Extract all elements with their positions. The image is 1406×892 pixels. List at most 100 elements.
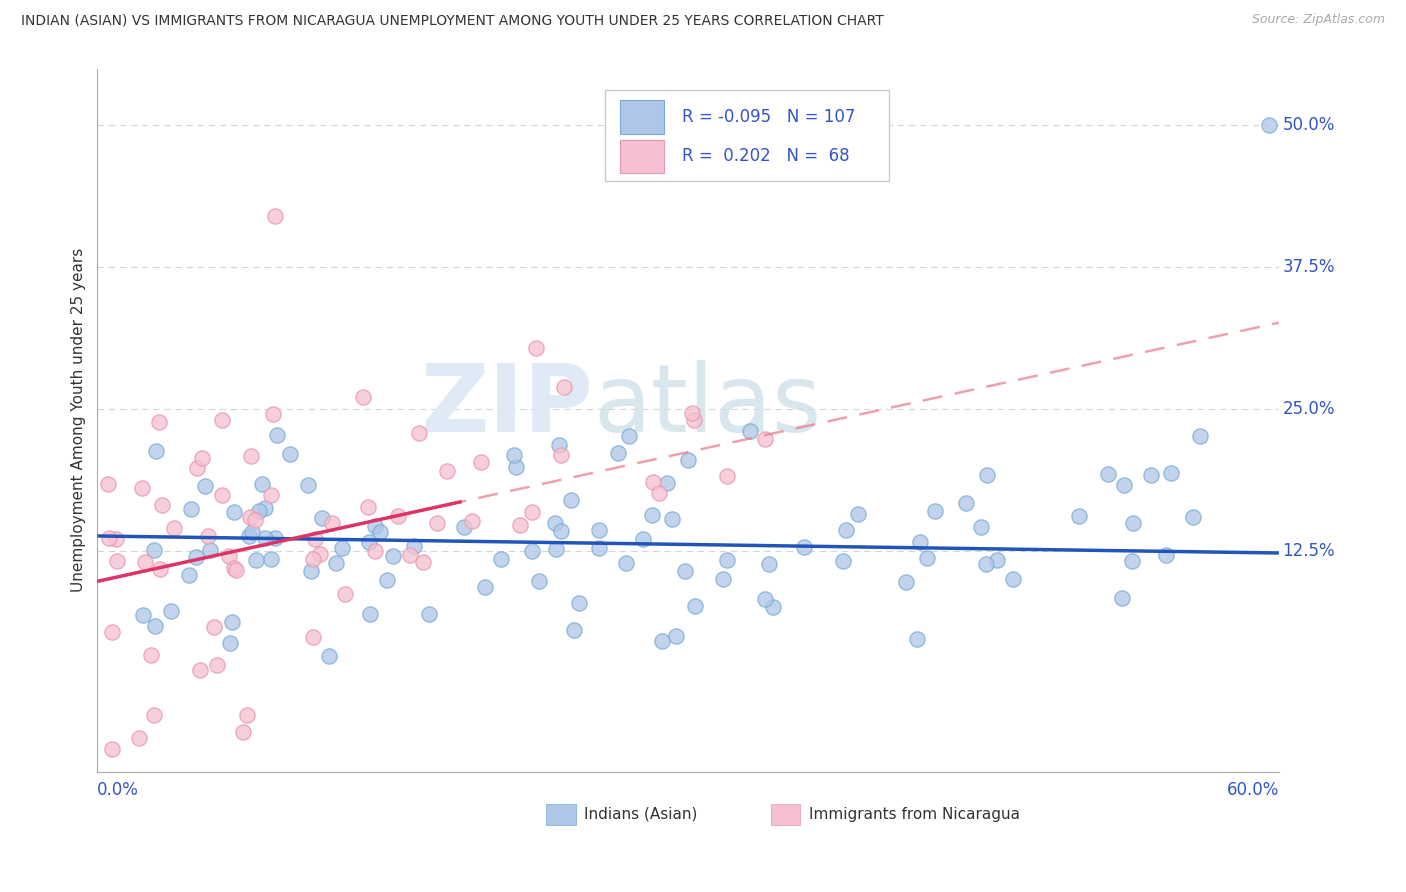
Point xyxy=(1189,429,1212,443)
Point xyxy=(607,446,630,460)
Point xyxy=(128,731,150,745)
Point xyxy=(200,543,222,558)
Point xyxy=(375,574,398,588)
Point xyxy=(225,563,247,577)
Point xyxy=(194,478,217,492)
Bar xyxy=(547,804,576,825)
Point xyxy=(970,520,993,534)
Point xyxy=(685,599,707,613)
Point xyxy=(211,413,233,427)
Point xyxy=(1112,477,1135,491)
Point xyxy=(263,532,285,546)
Bar xyxy=(620,139,665,173)
Point xyxy=(364,544,387,558)
Point xyxy=(143,619,166,633)
Point xyxy=(263,209,285,223)
Point xyxy=(186,460,208,475)
Point xyxy=(835,523,858,537)
Bar xyxy=(770,804,800,825)
Point xyxy=(280,448,302,462)
Point xyxy=(1121,554,1143,568)
Text: 60.0%: 60.0% xyxy=(1226,781,1279,799)
Point xyxy=(738,424,761,438)
Point xyxy=(896,574,918,589)
Point xyxy=(614,556,637,570)
Point xyxy=(758,558,780,572)
Point xyxy=(221,615,243,630)
Point xyxy=(309,547,332,561)
Point xyxy=(252,476,274,491)
Point xyxy=(242,524,264,539)
Point xyxy=(546,542,568,557)
Point xyxy=(359,607,381,621)
Point xyxy=(1097,467,1119,481)
FancyBboxPatch shape xyxy=(606,89,889,181)
Point xyxy=(179,568,201,582)
Point xyxy=(399,548,422,562)
Point xyxy=(648,486,671,500)
Point xyxy=(207,658,229,673)
Point xyxy=(453,520,475,534)
Point xyxy=(297,478,319,492)
Point xyxy=(211,488,233,502)
Point xyxy=(219,636,242,650)
Point xyxy=(520,505,543,519)
Point xyxy=(134,555,156,569)
Point xyxy=(150,498,173,512)
Point xyxy=(1182,510,1205,524)
Point xyxy=(588,541,610,555)
Point xyxy=(236,708,259,723)
Text: 25.0%: 25.0% xyxy=(1282,400,1334,417)
Y-axis label: Unemployment Among Youth under 25 years: Unemployment Among Youth under 25 years xyxy=(72,248,86,592)
Point xyxy=(357,500,380,515)
Point xyxy=(163,521,186,535)
Point xyxy=(149,562,172,576)
Point xyxy=(239,449,262,463)
Point xyxy=(568,596,591,610)
Point xyxy=(716,553,738,567)
Text: Immigrants from Nicaragua: Immigrants from Nicaragua xyxy=(808,806,1019,822)
Bar xyxy=(620,100,665,134)
Point xyxy=(418,607,440,621)
Point xyxy=(491,551,513,566)
Point xyxy=(184,550,207,565)
Point xyxy=(180,502,202,516)
Point xyxy=(910,535,932,549)
Point xyxy=(509,517,531,532)
Point xyxy=(101,742,124,756)
Point xyxy=(924,503,946,517)
Point xyxy=(387,508,409,523)
Point xyxy=(553,380,575,394)
Text: Indians (Asian): Indians (Asian) xyxy=(583,806,697,822)
Point xyxy=(302,630,325,644)
Point xyxy=(352,390,374,404)
Point xyxy=(262,407,284,421)
Point xyxy=(544,516,567,530)
Point xyxy=(311,511,333,525)
Text: INDIAN (ASIAN) VS IMMIGRANTS FROM NICARAGUA UNEMPLOYMENT AMONG YOUTH UNDER 25 YE: INDIAN (ASIAN) VS IMMIGRANTS FROM NICARA… xyxy=(21,13,884,28)
Point xyxy=(474,580,496,594)
Point xyxy=(560,492,582,507)
Point xyxy=(651,634,673,648)
Point xyxy=(461,514,484,528)
Point xyxy=(505,460,527,475)
Point xyxy=(1111,591,1133,605)
Point xyxy=(426,516,449,530)
Point xyxy=(1154,548,1177,562)
Point xyxy=(325,556,347,570)
Point xyxy=(974,557,997,571)
Point xyxy=(1160,467,1182,481)
Point xyxy=(955,496,977,510)
Point xyxy=(793,540,815,554)
Point xyxy=(665,629,688,643)
Point xyxy=(97,476,120,491)
Point xyxy=(520,544,543,558)
Point xyxy=(145,443,167,458)
Point xyxy=(681,406,703,420)
Point xyxy=(1122,516,1144,530)
Point xyxy=(105,554,128,568)
Point xyxy=(364,519,387,533)
Point xyxy=(301,552,323,566)
Point xyxy=(976,468,998,483)
Point xyxy=(524,341,547,355)
